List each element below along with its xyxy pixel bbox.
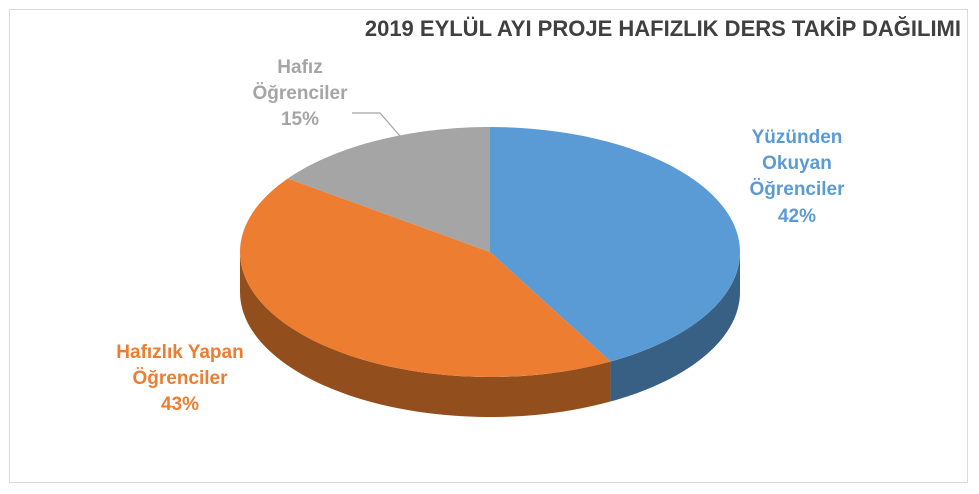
data-label: Hafızlık Yapan Öğrenciler 43% (95, 340, 265, 419)
value-label: 42% (777, 205, 817, 227)
chart-title: 2019 EYLÜL AYI PROJE HAFIZLIK DERS TAKİP… (364, 16, 961, 41)
category-label: Hafız Öğrenciler (252, 57, 348, 105)
pie-side (610, 252, 740, 402)
pie-slice (240, 178, 611, 377)
chart-border (9, 9, 968, 483)
value-label: 43% (160, 394, 200, 416)
pie-slice (287, 127, 490, 252)
data-label: Hafız Öğrenciler 15% (240, 55, 360, 134)
category-label: Hafızlık Yapan Öğrenciler (116, 342, 244, 390)
pie-slice (490, 127, 740, 362)
pie-side (240, 252, 611, 417)
category-label: Yüzünden Okuyan Öğrenciler (749, 127, 845, 201)
value-label: 15% (280, 109, 320, 131)
data-label: Yüzünden Okuyan Öğrenciler 42% (722, 125, 872, 230)
leader-line (352, 112, 401, 137)
